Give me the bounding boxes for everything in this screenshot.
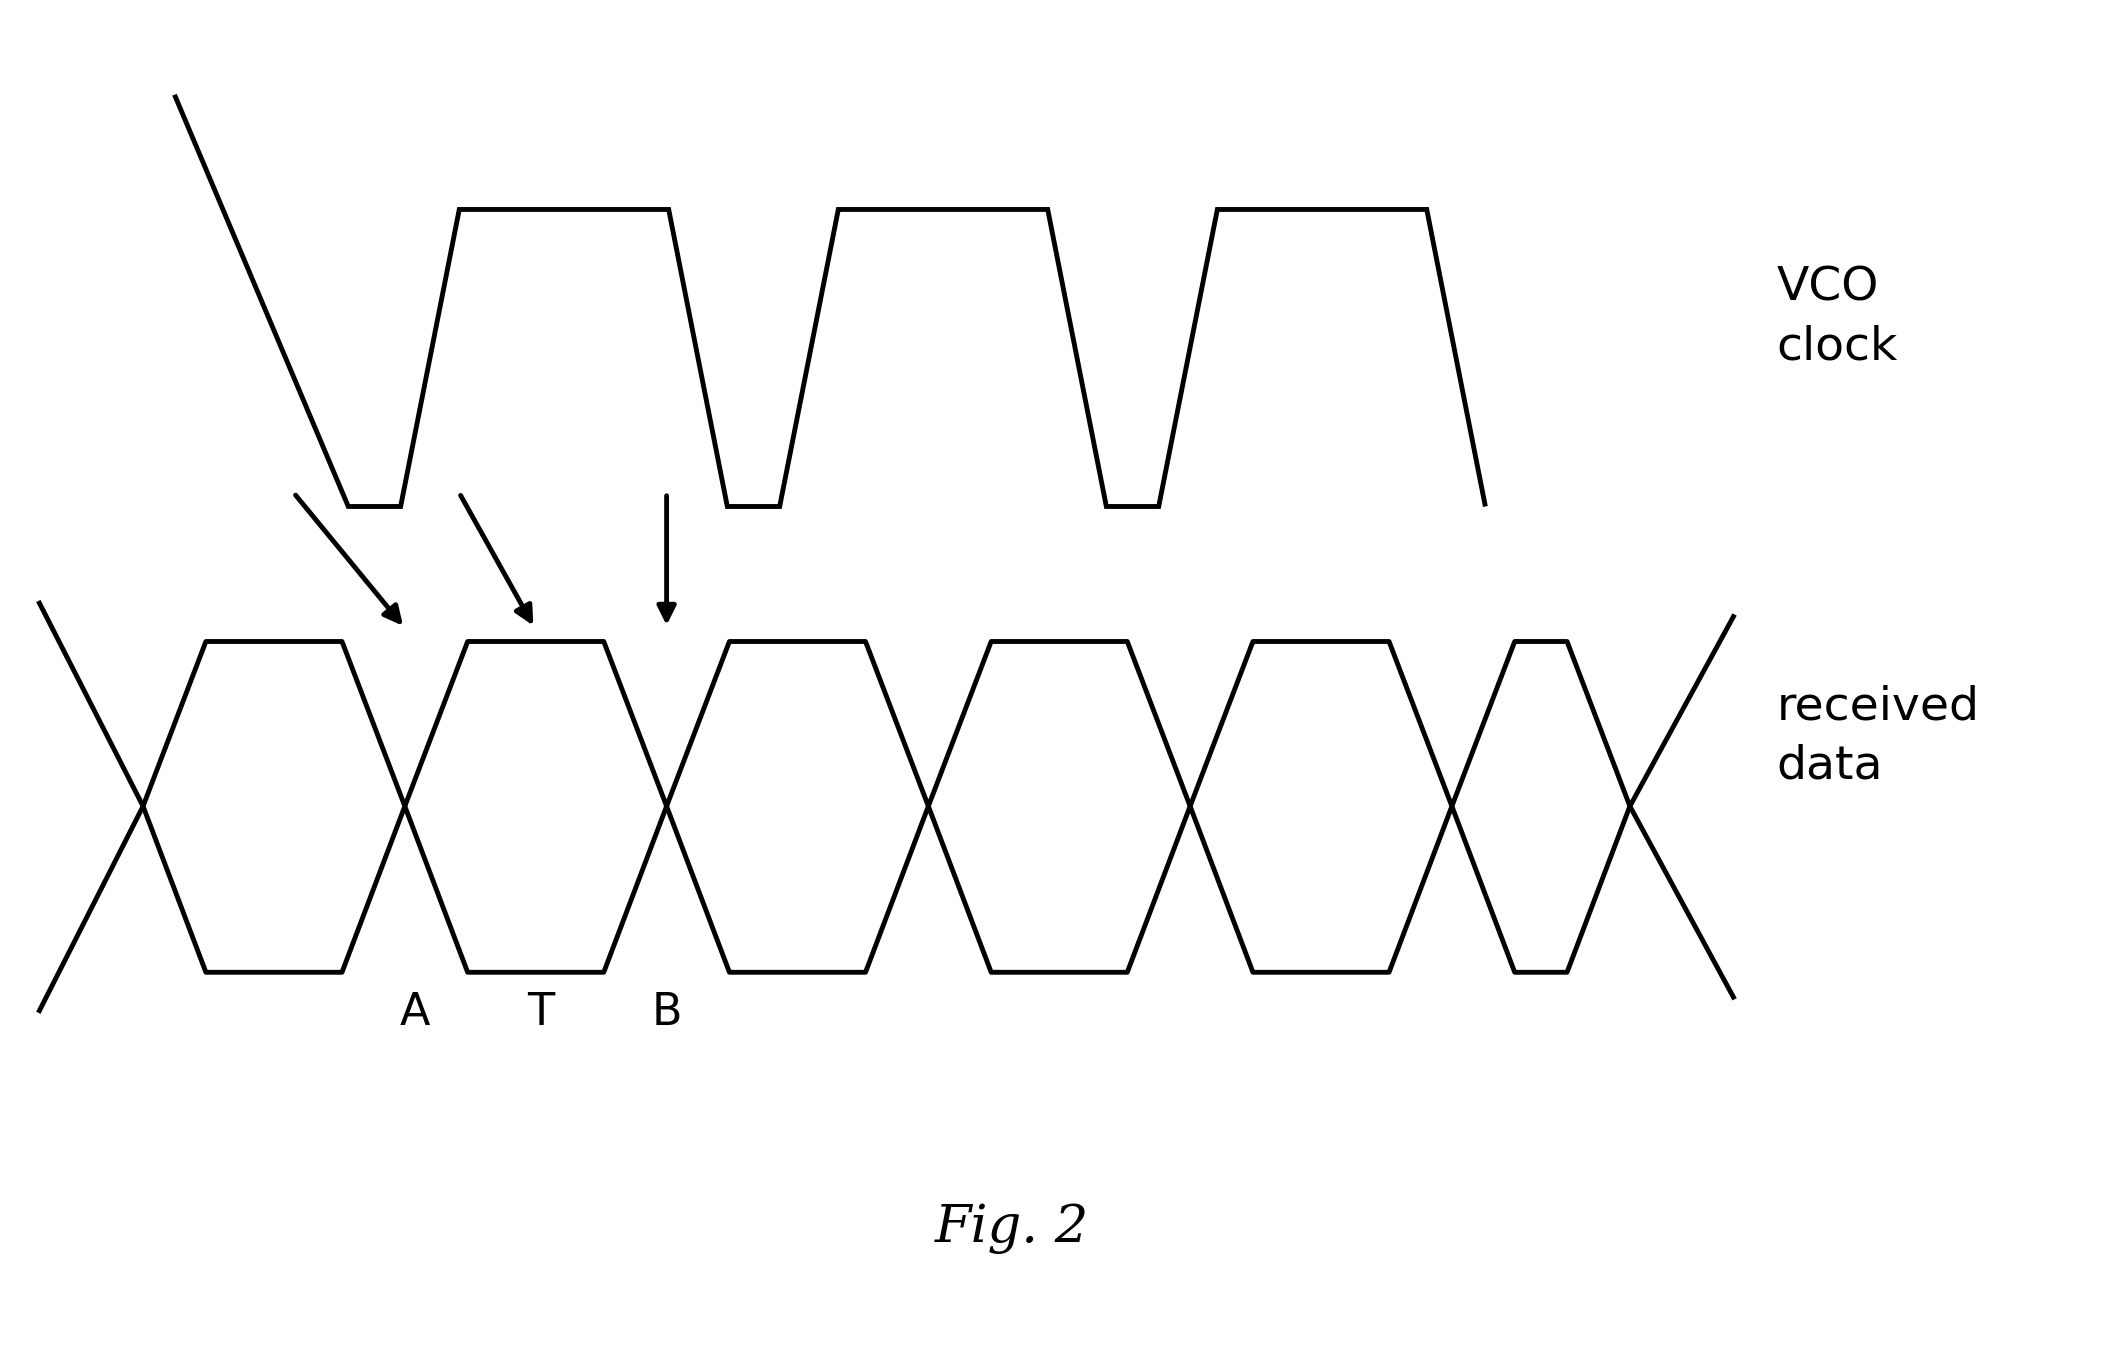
Text: A: A bbox=[401, 992, 430, 1034]
Text: received
data: received data bbox=[1777, 683, 1979, 788]
Text: B: B bbox=[651, 992, 681, 1034]
Text: VCO
clock: VCO clock bbox=[1777, 266, 1897, 370]
Text: T: T bbox=[527, 992, 554, 1034]
Text: Fig. 2: Fig. 2 bbox=[936, 1203, 1090, 1255]
